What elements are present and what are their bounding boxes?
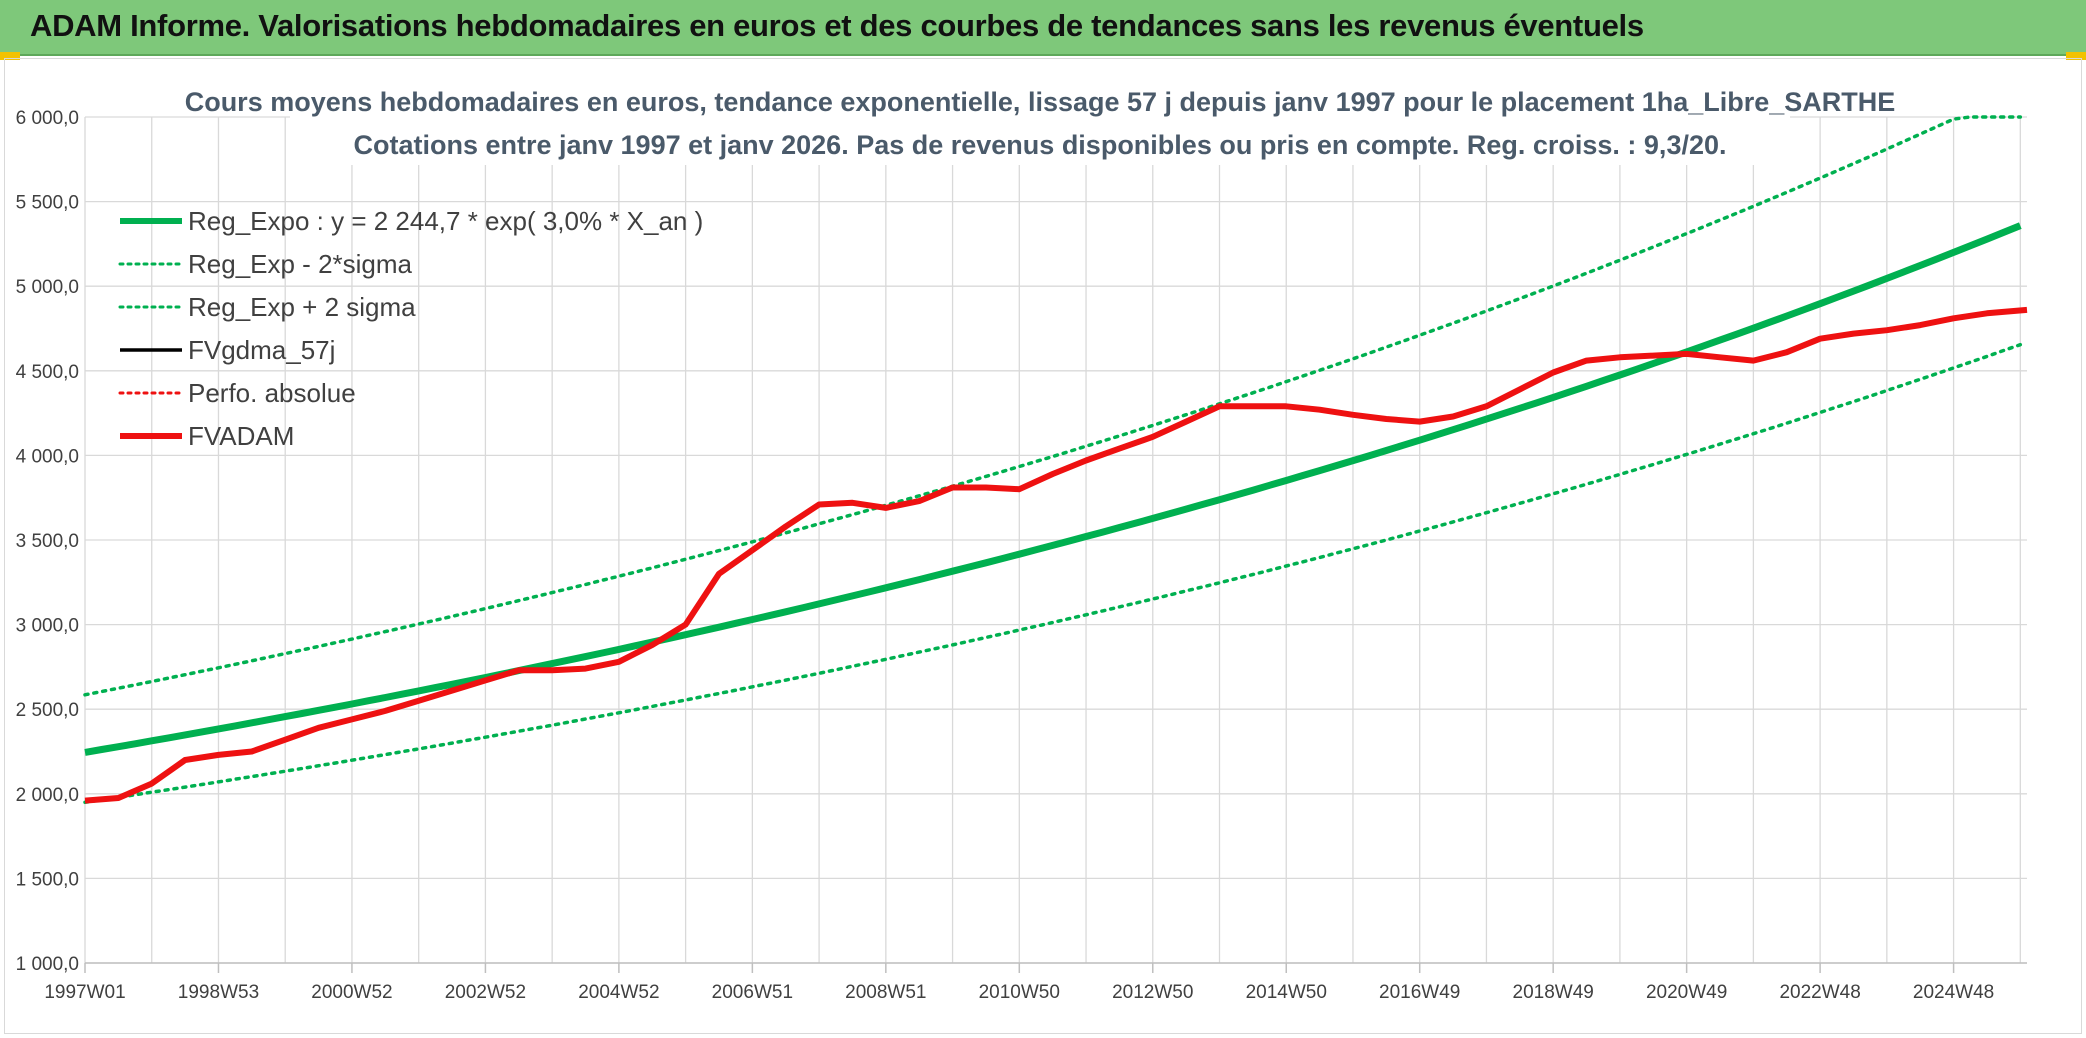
page-title: ADAM Informe. Valorisations hebdomadaire… [30,8,1644,43]
legend-item: Perfo. absolue [118,378,356,408]
legend: Reg_Expo : y = 2 244,7 * exp( 3,0% * X_a… [118,206,703,451]
chart-title-block: Cours moyens hebdomadaires en euros, ten… [185,77,1896,165]
y-tick-label: 3 500,0 [16,531,79,552]
legend-item: FVgdma_57j [120,335,335,365]
legend-item: Reg_Expo : y = 2 244,7 * exp( 3,0% * X_a… [120,206,703,236]
legend-label: FVgdma_57j [188,335,335,365]
x-tick-label: 2000W52 [311,982,392,1003]
y-tick-label: 1 000,0 [16,954,79,975]
x-tick-label: 2020W49 [1646,982,1727,1003]
header-bar: ADAM Informe. Valorisations hebdomadaire… [0,0,2086,56]
series-layer [83,115,2028,805]
x-tick-label: 2006W51 [712,982,793,1003]
legend-label: Reg_Exp - 2*sigma [188,249,413,279]
y-tick-label: 5 500,0 [16,193,79,214]
corner-mark-left [0,52,20,60]
x-tick-label: 2004W52 [578,982,659,1003]
x-tick-label: 2016W49 [1379,982,1460,1003]
y-tick-label: 3 000,0 [16,616,79,637]
legend-label: Perfo. absolue [188,378,356,408]
x-tick-label: 2024W48 [1913,982,1994,1003]
axis-layer: 1 000,0 1 500,0 2 000,0 2 500,0 3 000,0 3 500… [16,108,2027,1003]
y-tick-label: 6 000,0 [16,108,79,129]
series-line-reg-expo [84,222,2022,756]
series-line-reg-exp-2-sigma [83,115,2023,697]
grid-layer [84,116,2027,964]
y-tick-label: 1 500,0 [16,869,79,890]
x-tick-label: 2022W48 [1779,982,1860,1003]
title-backdrop [290,77,1790,165]
y-tick-label: 2 500,0 [16,700,79,721]
legend-item: FVADAM [120,421,294,451]
corner-mark-right [2066,52,2086,60]
x-tick-label: 2002W52 [445,982,526,1003]
legend-label: Reg_Exp + 2 sigma [188,292,416,322]
x-tick-label: 2010W50 [979,982,1060,1003]
x-tick-label: 2012W50 [1112,982,1193,1003]
chart-title-line1: Cours moyens hebdomadaires en euros, ten… [185,87,1896,117]
series-line-reg-exp-2-sigma [83,342,2023,805]
x-tick-label: 1998W53 [178,982,259,1003]
x-tick-label: 2014W50 [1246,982,1327,1003]
line-chart: 1 000,0 1 500,0 2 000,0 2 500,0 3 000,0 3 500… [16,77,2028,1003]
chart-area: 1 000,0 1 500,0 2 000,0 2 500,0 3 000,0 3 500… [4,58,2082,1034]
legend-item: Reg_Exp - 2*sigma [118,249,413,279]
legend-label: FVADAM [188,421,294,451]
legend-item: Reg_Exp + 2 sigma [118,292,416,322]
legend-label: Reg_Expo : y = 2 244,7 * exp( 3,0% * X_a… [188,206,703,236]
series-line-fvadam [84,306,2028,804]
x-tick-label: 2018W49 [1513,982,1594,1003]
y-tick-label: 4 000,0 [16,446,79,467]
chart-title-line2: Cotations entre janv 1997 et janv 2026. … [353,130,1726,160]
y-tick-label: 2 000,0 [16,785,79,806]
x-tick-label: 2008W51 [845,982,926,1003]
x-tick-label: 1997W01 [44,982,125,1003]
y-tick-label: 5 000,0 [16,277,79,298]
y-tick-label: 4 500,0 [16,362,79,383]
